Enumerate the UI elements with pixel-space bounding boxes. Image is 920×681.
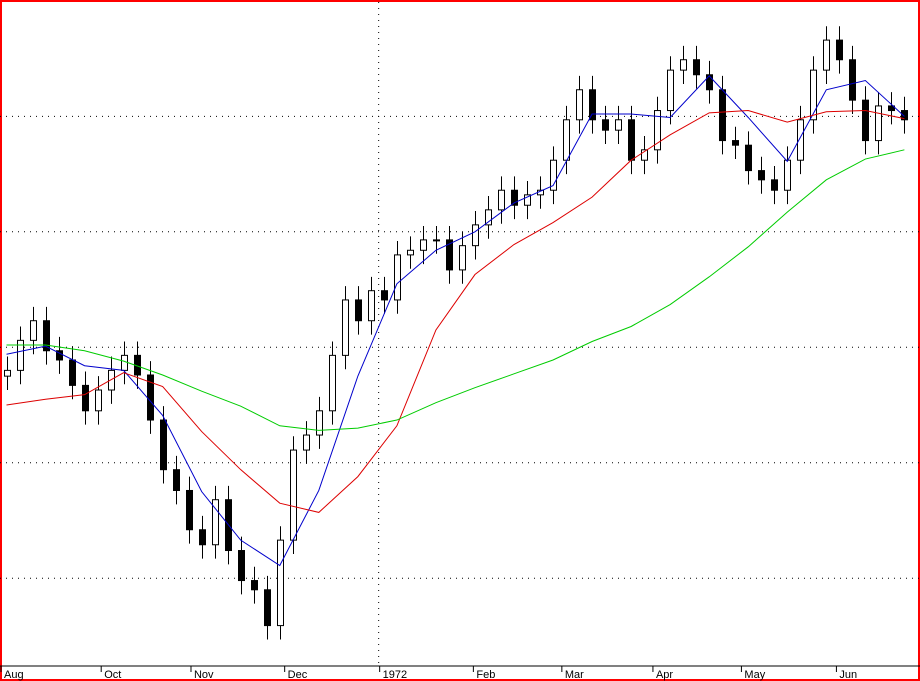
candle-body <box>602 119 609 131</box>
candle-body <box>459 245 466 271</box>
candle-body <box>264 589 271 627</box>
x-tick-label: Nov <box>194 669 214 681</box>
candle-body <box>771 179 778 191</box>
moving-average <box>6 149 905 431</box>
candle-body <box>667 69 674 112</box>
x-tick-label: Aug <box>4 669 24 681</box>
candle-body <box>43 320 50 352</box>
candle-body <box>784 159 791 191</box>
x-tick-label: Apr <box>656 669 673 681</box>
candle-body <box>368 290 375 322</box>
candle-body <box>173 469 180 491</box>
candle-body <box>680 59 687 71</box>
candle-body <box>524 194 531 206</box>
candle-body <box>732 140 739 146</box>
x-tick-label: Oct <box>104 669 121 681</box>
candle-body <box>433 239 440 242</box>
x-tick-label: 1972 <box>383 669 407 681</box>
candle-body <box>576 89 583 121</box>
candle-body <box>121 354 128 371</box>
x-tick-label: Feb <box>476 669 495 681</box>
candle-body <box>394 254 401 301</box>
candle-body <box>212 499 219 546</box>
candle-body <box>199 529 206 546</box>
candle-body <box>17 339 24 371</box>
candle-body <box>758 170 765 181</box>
candle-body <box>316 410 323 436</box>
candle-body <box>498 189 505 211</box>
candle-body <box>693 59 700 76</box>
candle-body <box>472 224 479 247</box>
candle-body <box>901 110 908 121</box>
candle-body <box>407 249 414 256</box>
candle-body <box>875 105 882 142</box>
candle-body <box>628 119 635 161</box>
candle-body <box>810 69 817 121</box>
candle-body <box>355 299 362 322</box>
candle-body <box>329 354 336 412</box>
candle-body <box>108 369 115 391</box>
x-tick-label: May <box>744 669 765 681</box>
x-tick-label: Dec <box>288 669 308 681</box>
candle-body <box>160 419 167 471</box>
candle-body <box>797 119 804 161</box>
candle-body <box>30 320 37 341</box>
candle-body <box>446 239 453 271</box>
candle-body <box>563 119 570 161</box>
candle-body <box>836 39 843 61</box>
candle-body <box>82 384 89 412</box>
candle-body <box>186 489 193 531</box>
candle-body <box>745 144 752 172</box>
moving-average <box>6 110 905 513</box>
candle-body <box>550 159 557 191</box>
candle-body <box>56 350 63 361</box>
candle-body <box>381 290 388 301</box>
candle-body <box>641 149 648 161</box>
candle-body <box>420 239 427 251</box>
x-tick-label: Jun <box>839 669 857 681</box>
candle-body <box>654 110 661 151</box>
x-tick-label: Mar <box>565 669 584 681</box>
candle-body <box>823 39 830 71</box>
candle-body <box>719 89 726 142</box>
candle-body <box>589 89 596 121</box>
candle-body <box>290 449 297 541</box>
candle-body <box>238 550 245 582</box>
candle-body <box>615 119 622 131</box>
candle-body <box>862 99 869 142</box>
candle-body <box>706 74 713 91</box>
candle-body <box>888 105 895 112</box>
candle-body <box>95 389 102 412</box>
candle-body <box>485 209 492 226</box>
candle-body <box>342 299 349 356</box>
candle-body <box>69 359 76 386</box>
candle-body <box>4 369 11 377</box>
candle-body <box>251 580 258 591</box>
candle-body <box>849 59 856 101</box>
moving-average <box>6 75 905 567</box>
candle-body <box>303 434 310 451</box>
candle-body <box>511 189 518 206</box>
candle-body <box>277 539 284 627</box>
